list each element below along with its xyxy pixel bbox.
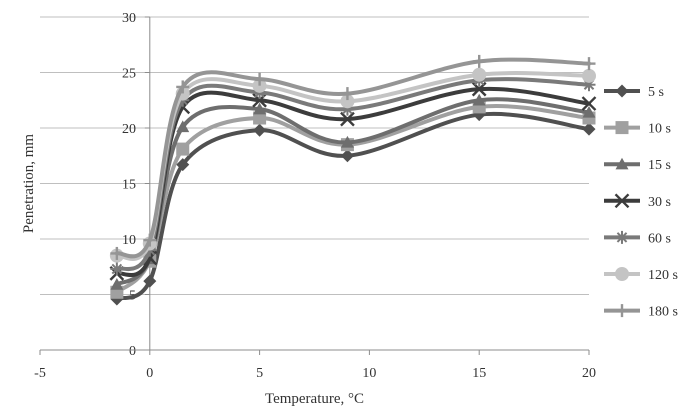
- data-point: [176, 80, 190, 94]
- legend-swatch-marker: [614, 193, 630, 209]
- data-point: [143, 274, 157, 288]
- y-tick-label: 0: [129, 344, 136, 359]
- legend-label: 5 s: [648, 85, 664, 100]
- data-point: [253, 102, 267, 115]
- y-tick-label: 30: [122, 11, 136, 26]
- series-5s: [110, 108, 596, 306]
- y-tick-label: 15: [122, 178, 136, 193]
- data-point: [340, 149, 354, 163]
- legend-entry: 5 s: [604, 84, 664, 100]
- x-tick-label: 0: [146, 366, 153, 381]
- data-point: [252, 78, 267, 93]
- legend-entry: 180 s: [604, 304, 678, 320]
- legend-entry: 15 s: [604, 157, 671, 173]
- legend: 5 s 10 s 15 s 30 s 60 s 120 s 180 s: [604, 84, 678, 320]
- x-tick-label: 10: [362, 366, 376, 381]
- data-point: [110, 278, 124, 290]
- legend-label: 30 s: [648, 195, 671, 210]
- x-tick-label: 5: [256, 366, 263, 381]
- legend-swatch-marker: [615, 121, 629, 135]
- legend-label: 60 s: [648, 231, 671, 246]
- legend-label: 10 s: [648, 122, 671, 137]
- plot-area: [109, 54, 597, 306]
- y-tick-label: 25: [122, 67, 136, 82]
- data-point: [340, 135, 354, 148]
- data-point: [472, 67, 487, 82]
- legend-entry: 10 s: [604, 121, 671, 137]
- y-tick-label: 20: [122, 122, 136, 137]
- gridlines: [40, 16, 589, 295]
- legend-entry: 120 s: [604, 267, 678, 283]
- data-point: [253, 123, 267, 137]
- data-point: [110, 246, 124, 260]
- series-line: [114, 97, 591, 287]
- legend-label: 120 s: [648, 268, 678, 283]
- legend-swatch-marker: [615, 157, 629, 170]
- data-point: [176, 142, 190, 156]
- data-point: [581, 96, 597, 111]
- data-point: [582, 105, 596, 118]
- x-axis-title: Temperature, °C: [265, 391, 364, 407]
- data-point: [110, 262, 124, 276]
- legend-swatch-marker: [615, 267, 629, 281]
- data-point: [176, 158, 190, 172]
- legend-swatch-marker: [615, 84, 629, 98]
- data-point: [143, 233, 157, 247]
- data-point: [472, 54, 486, 68]
- data-point: [340, 87, 354, 101]
- series-30s: [109, 81, 597, 281]
- y-tick-label: 10: [122, 233, 136, 248]
- legend-entry: 30 s: [604, 193, 671, 210]
- x-tick-label: 20: [582, 366, 596, 381]
- data-point: [176, 120, 190, 133]
- data-point: [253, 111, 267, 125]
- data-point: [253, 72, 267, 86]
- data-point: [472, 93, 486, 106]
- y-axis-title: Penetration, mm: [21, 134, 37, 233]
- legend-label: 180 s: [648, 305, 678, 320]
- legend-swatch-marker: [615, 230, 629, 244]
- series-180s: [110, 54, 596, 260]
- data-point: [582, 68, 596, 83]
- x-tick-label: 15: [472, 366, 486, 381]
- series-line: [114, 104, 591, 295]
- data-point: [582, 57, 596, 71]
- legend-swatch-marker: [615, 304, 629, 318]
- data-point: [582, 122, 596, 136]
- data-point: [340, 111, 355, 127]
- legend-entry: 60 s: [604, 230, 671, 246]
- legend-label: 15 s: [648, 158, 671, 173]
- x-tick-label: -5: [34, 366, 46, 381]
- data-point: [340, 94, 355, 109]
